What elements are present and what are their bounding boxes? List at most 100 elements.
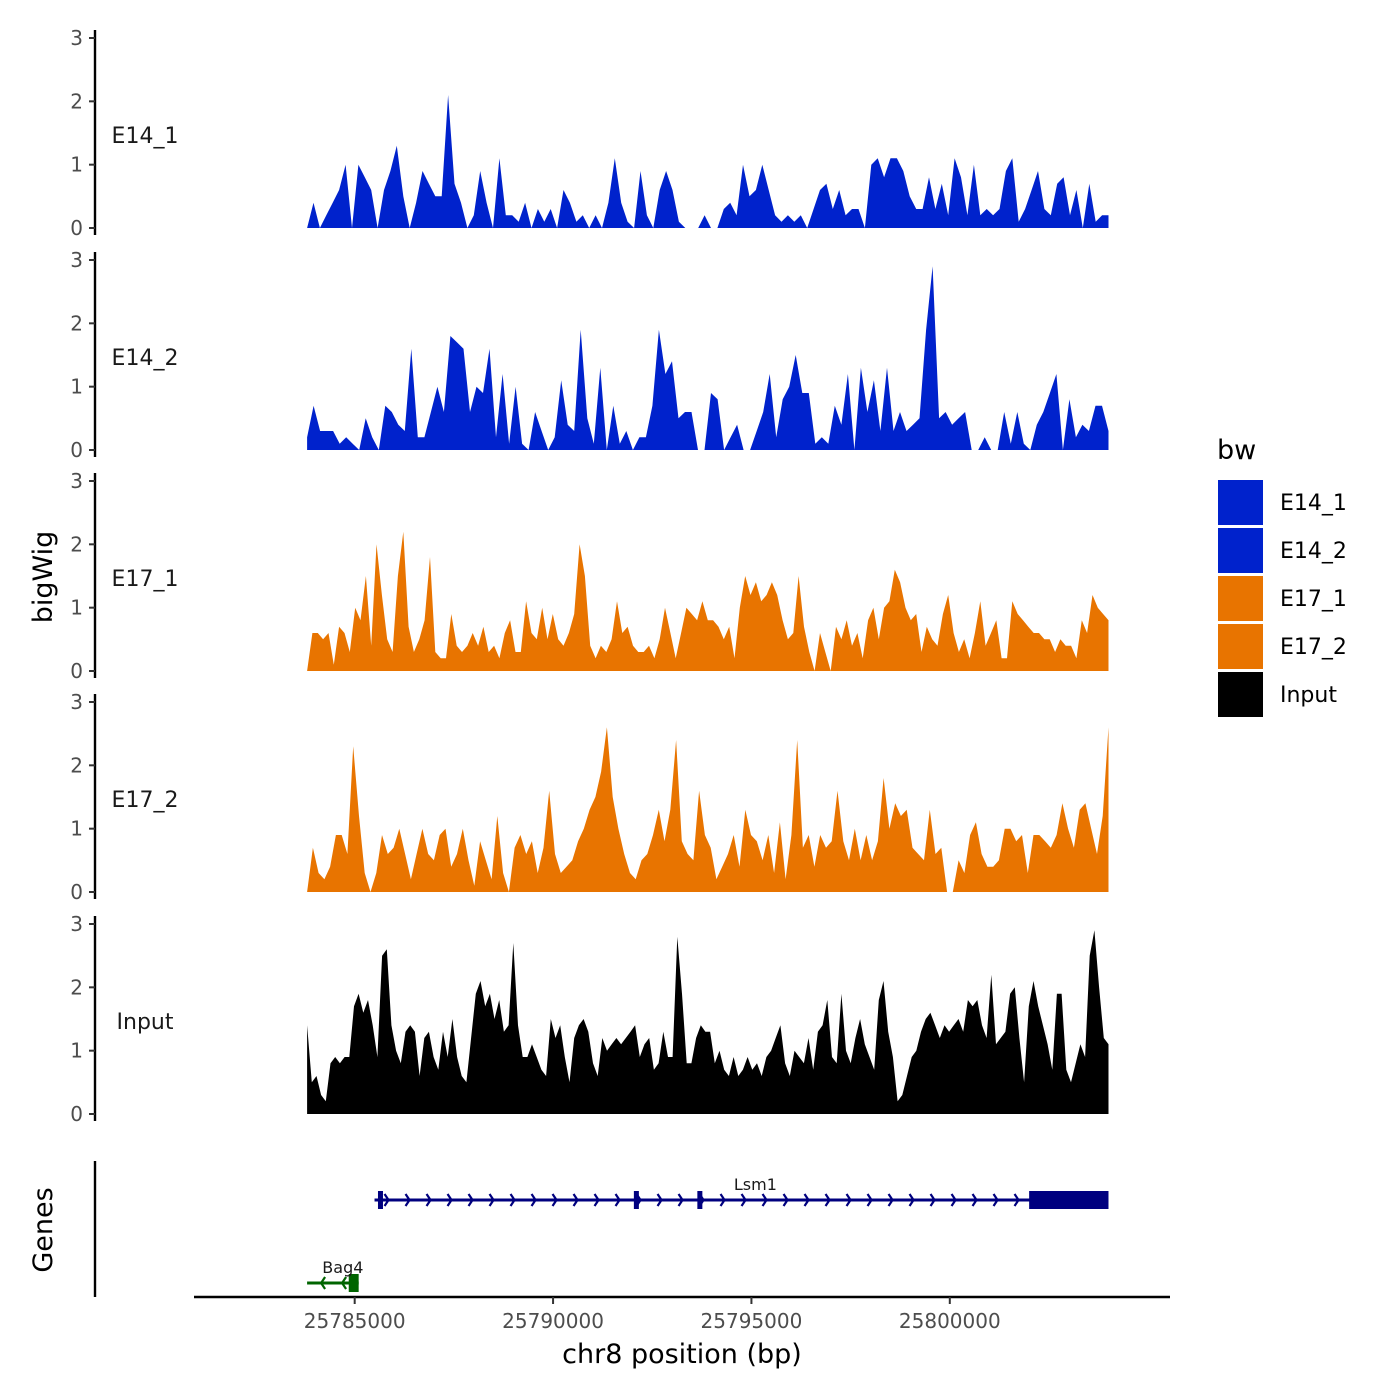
strand-arrow <box>866 1193 873 1207</box>
legend-label: E17_2 <box>1280 635 1347 660</box>
strand-arrow <box>319 1276 327 1290</box>
legend-swatch <box>1218 480 1263 525</box>
strand-arrow <box>929 1193 936 1207</box>
legend-label: Input <box>1280 683 1337 708</box>
genes-axis-title: Genes <box>28 1187 59 1272</box>
utr-block <box>1029 1191 1109 1209</box>
x-tick-label: 25790000 <box>502 1309 604 1333</box>
legend-item-E14_2: E14_2 <box>1218 528 1347 573</box>
y-axis-title: bigWig <box>28 531 59 624</box>
strand-arrow <box>824 1193 831 1207</box>
area-E17_1 <box>307 531 1109 671</box>
y-tick-label: 0 <box>70 880 83 904</box>
y-tick-label: 0 <box>70 1102 83 1126</box>
gene-label: Bag4 <box>322 1258 363 1277</box>
track-E17_2: 0 1 2 3 E17_2 <box>70 690 1109 904</box>
strand-arrow <box>383 1193 390 1207</box>
strand-arrow <box>950 1193 957 1207</box>
legend-swatch <box>1218 672 1263 717</box>
y-tick-label: 0 <box>70 216 83 240</box>
y-tick-label: 3 <box>70 469 83 493</box>
strand-arrow <box>761 1193 768 1207</box>
legend-item-E17_1: E17_1 <box>1218 576 1347 621</box>
y-tick-label: 3 <box>70 26 83 50</box>
strand-arrow <box>593 1193 600 1207</box>
strand-arrow <box>887 1193 894 1207</box>
area-E14_2 <box>307 266 1109 450</box>
y-tick-label: 0 <box>70 659 83 683</box>
legend-swatch <box>1218 528 1263 573</box>
strand-arrow <box>908 1193 915 1207</box>
strand-arrow <box>1013 1193 1020 1207</box>
strand-arrow <box>719 1193 726 1207</box>
x-tick-label: 25800000 <box>899 1309 1001 1333</box>
x-tick-label: 25785000 <box>304 1309 406 1333</box>
y-tick-label: 1 <box>70 596 83 620</box>
y-tick-label: 1 <box>70 1039 83 1063</box>
track-label: E17_1 <box>112 567 179 592</box>
y-tick-label: 2 <box>70 311 83 335</box>
utr-block <box>348 1274 359 1292</box>
signal-tracks: 0 1 2 3 E14_1 0 1 2 3 E14_2 0 1 2 3 E17_1 0 1 2 3 E17_2 0 1 2 3… <box>70 26 1109 1126</box>
y-tick-label: 2 <box>70 753 83 777</box>
y-tick-label: 0 <box>70 438 83 462</box>
area-E17_2 <box>307 727 1109 892</box>
x-axis-title: chr8 position (bp) <box>562 1339 802 1370</box>
track-E17_1: 0 1 2 3 E17_1 <box>70 469 1109 683</box>
strand-arrow <box>782 1193 789 1207</box>
area-E14_1 <box>307 95 1109 228</box>
track-E14_2: 0 1 2 3 E14_2 <box>70 248 1109 462</box>
strand-arrow <box>488 1193 495 1207</box>
legend-label: E14_2 <box>1280 539 1347 564</box>
y-tick-label: 2 <box>70 532 83 556</box>
strand-arrow <box>845 1193 852 1207</box>
y-tick-label: 3 <box>70 912 83 936</box>
strand-arrow <box>340 1276 348 1290</box>
strand-arrow <box>572 1193 579 1207</box>
area-Input <box>307 930 1109 1114</box>
y-tick-label: 1 <box>70 375 83 399</box>
track-label: E14_2 <box>112 346 179 371</box>
track-label: Input <box>117 1010 174 1035</box>
exon-mark <box>377 1191 383 1209</box>
strand-arrow <box>551 1193 558 1207</box>
strand-arrow <box>509 1193 516 1207</box>
gene-track: Lsm1 Bag4 <box>93 1161 1109 1297</box>
y-tick-label: 1 <box>70 817 83 841</box>
strand-arrow <box>404 1193 411 1207</box>
y-tick-label: 2 <box>70 975 83 999</box>
track-label: E14_1 <box>112 124 179 149</box>
legend-item-E17_2: E17_2 <box>1218 624 1347 669</box>
strand-arrow <box>614 1193 621 1207</box>
legend-label: E17_1 <box>1280 587 1347 612</box>
track-E14_1: 0 1 2 3 E14_1 <box>70 26 1109 240</box>
strand-arrow <box>446 1193 453 1207</box>
x-tick-label: 25795000 <box>701 1309 803 1333</box>
strand-arrow <box>992 1193 999 1207</box>
y-tick-label: 3 <box>70 248 83 272</box>
strand-arrow <box>740 1193 747 1207</box>
y-tick-label: 3 <box>70 690 83 714</box>
legend-item-E14_1: E14_1 <box>1218 480 1347 525</box>
strand-arrow <box>467 1193 474 1207</box>
legend-title: bw <box>1217 435 1256 466</box>
strand-arrow <box>425 1193 432 1207</box>
y-tick-label: 2 <box>70 89 83 113</box>
y-tick-label: 1 <box>70 153 83 177</box>
gene-label: Lsm1 <box>734 1175 777 1194</box>
track-label: E17_2 <box>112 788 179 813</box>
gene-Lsm1: Lsm1 <box>374 1175 1109 1209</box>
legend: bw E14_1 E14_2 E17_1 E17_2 Input <box>1217 435 1347 717</box>
exon-mark <box>697 1191 703 1209</box>
x-axis: 25785000 25790000 25795000 25800000 <box>194 1295 1170 1333</box>
track-Input: 0 1 2 3 Input <box>70 912 1109 1126</box>
exon-mark <box>633 1191 639 1209</box>
strand-arrow <box>530 1193 537 1207</box>
legend-label: E14_1 <box>1280 491 1347 516</box>
strand-arrow <box>803 1193 810 1207</box>
legend-item-Input: Input <box>1218 672 1337 717</box>
strand-arrow <box>656 1193 663 1207</box>
gene-Bag4: Bag4 <box>307 1258 363 1292</box>
legend-swatch <box>1218 624 1263 669</box>
